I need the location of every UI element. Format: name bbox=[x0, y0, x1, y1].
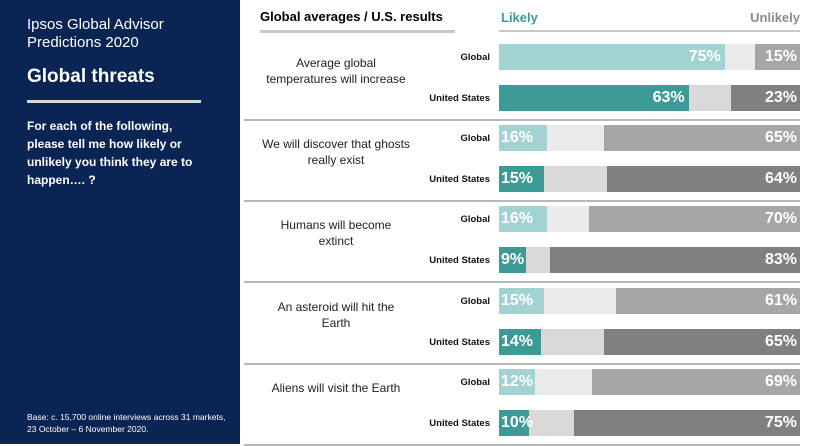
likely-value-label: 63% bbox=[652, 89, 685, 106]
region-label: Global bbox=[460, 52, 490, 63]
legend-unlikely: Unlikely bbox=[750, 10, 800, 25]
stacked-bar: 12% 69% bbox=[499, 368, 800, 395]
middle-segment bbox=[544, 166, 608, 193]
stacked-bar: 75% 15% bbox=[499, 44, 800, 70]
unlikely-bar bbox=[604, 328, 800, 355]
unlikely-bar bbox=[604, 125, 800, 152]
likely-value-label: 12% bbox=[501, 372, 534, 390]
likely-value-label: 15% bbox=[501, 291, 534, 309]
likely-value-label: 14% bbox=[501, 332, 534, 350]
middle-segment bbox=[547, 125, 605, 152]
unlikely-bar bbox=[607, 166, 800, 193]
group-divider bbox=[244, 362, 800, 365]
stacked-bar: 15% 61% bbox=[499, 287, 800, 314]
bars-top-divider bbox=[499, 30, 800, 32]
unlikely-bar bbox=[574, 409, 800, 436]
region-label: United States bbox=[429, 174, 490, 186]
middle-segment bbox=[541, 328, 605, 355]
statement-label: Humans will become extinct bbox=[280, 218, 392, 249]
likely-bar bbox=[499, 328, 542, 355]
group-divider bbox=[244, 200, 800, 203]
legend-likely: Likely bbox=[501, 10, 538, 25]
middle-segment bbox=[535, 368, 593, 395]
unlikely-bar bbox=[589, 206, 800, 233]
unlikely-value-label: 83% bbox=[764, 251, 797, 269]
likely-bar bbox=[499, 368, 536, 395]
region-label: Global bbox=[460, 133, 490, 145]
group-divider bbox=[244, 443, 800, 446]
base-note: Base: c. 15,700 online interviews across… bbox=[27, 412, 226, 434]
likely-bar bbox=[499, 206, 548, 233]
unlikely-bar bbox=[550, 247, 800, 274]
likely-bar bbox=[499, 44, 725, 70]
statement-label: Average global temperatures will increas… bbox=[266, 56, 406, 86]
stacked-bar: 16% 70% bbox=[499, 206, 800, 233]
unlikely-bar bbox=[592, 368, 800, 395]
middle-segment bbox=[547, 206, 590, 233]
unlikely-value-label: 61% bbox=[764, 291, 797, 309]
stacked-bar: 15% 64% bbox=[499, 166, 800, 193]
unlikely-value-label: 70% bbox=[764, 210, 797, 228]
likely-value-label: 9% bbox=[501, 251, 525, 269]
unlikely-bar bbox=[730, 85, 800, 111]
unlikely-value-label: 65% bbox=[764, 129, 797, 147]
likely-value-label: 10% bbox=[501, 413, 534, 431]
title-divider bbox=[260, 30, 455, 33]
sidebar-panel: Ipsos Global Advisor Predictions 2020 Gl… bbox=[0, 0, 240, 444]
unlikely-bar bbox=[754, 44, 800, 70]
region-label: United States bbox=[429, 417, 490, 429]
stacked-bar: 14% 65% bbox=[499, 328, 800, 355]
unlikely-value-label: 69% bbox=[764, 372, 797, 390]
middle-segment bbox=[688, 85, 731, 111]
report-title: Ipsos Global Advisor Predictions 2020 bbox=[27, 16, 164, 51]
group-divider bbox=[244, 119, 800, 121]
statement-label: An asteroid will hit the Earth bbox=[277, 299, 395, 330]
region-label: Global bbox=[460, 214, 490, 226]
stacked-bar: 10% 75% bbox=[499, 409, 800, 436]
likely-bar bbox=[499, 247, 527, 274]
likely-value-label: 16% bbox=[501, 210, 534, 228]
likely-bar bbox=[499, 85, 689, 111]
likely-bar bbox=[499, 125, 548, 152]
statement-label: We will discover that ghosts really exis… bbox=[262, 137, 410, 168]
region-label: United States bbox=[429, 255, 490, 267]
middle-segment bbox=[526, 247, 551, 274]
chart-title: Global averages / U.S. results bbox=[260, 9, 443, 24]
unlikely-value-label: 75% bbox=[764, 413, 797, 431]
region-label: United States bbox=[429, 336, 490, 348]
region-label: Global bbox=[460, 295, 490, 307]
middle-segment bbox=[544, 287, 617, 314]
likely-value-label: 15% bbox=[501, 170, 534, 188]
likely-bar bbox=[499, 409, 530, 436]
likely-bar bbox=[499, 166, 545, 193]
likely-value-label: 16% bbox=[501, 129, 534, 147]
stacked-bar: 63% 23% bbox=[499, 85, 800, 111]
statement-label: Aliens will visit the Earth bbox=[271, 380, 401, 395]
likely-bar bbox=[499, 287, 545, 314]
page-heading: Global threats bbox=[27, 66, 155, 87]
region-label: United States bbox=[429, 93, 490, 104]
unlikely-value-label: 65% bbox=[764, 332, 797, 350]
region-label: Global bbox=[460, 376, 490, 388]
stacked-bar: 16% 65% bbox=[499, 125, 800, 152]
likely-value-label: 75% bbox=[688, 48, 721, 65]
heading-divider bbox=[27, 100, 201, 103]
group-divider bbox=[244, 281, 800, 284]
survey-question: For each of the following, please tell m… bbox=[27, 119, 193, 187]
unlikely-value-label: 23% bbox=[764, 89, 797, 106]
stacked-bar: 9% 83% bbox=[499, 247, 800, 274]
middle-segment bbox=[724, 44, 755, 70]
unlikely-value-label: 64% bbox=[764, 170, 797, 188]
unlikely-bar bbox=[616, 287, 800, 314]
unlikely-value-label: 15% bbox=[764, 48, 797, 65]
middle-segment bbox=[529, 409, 575, 436]
